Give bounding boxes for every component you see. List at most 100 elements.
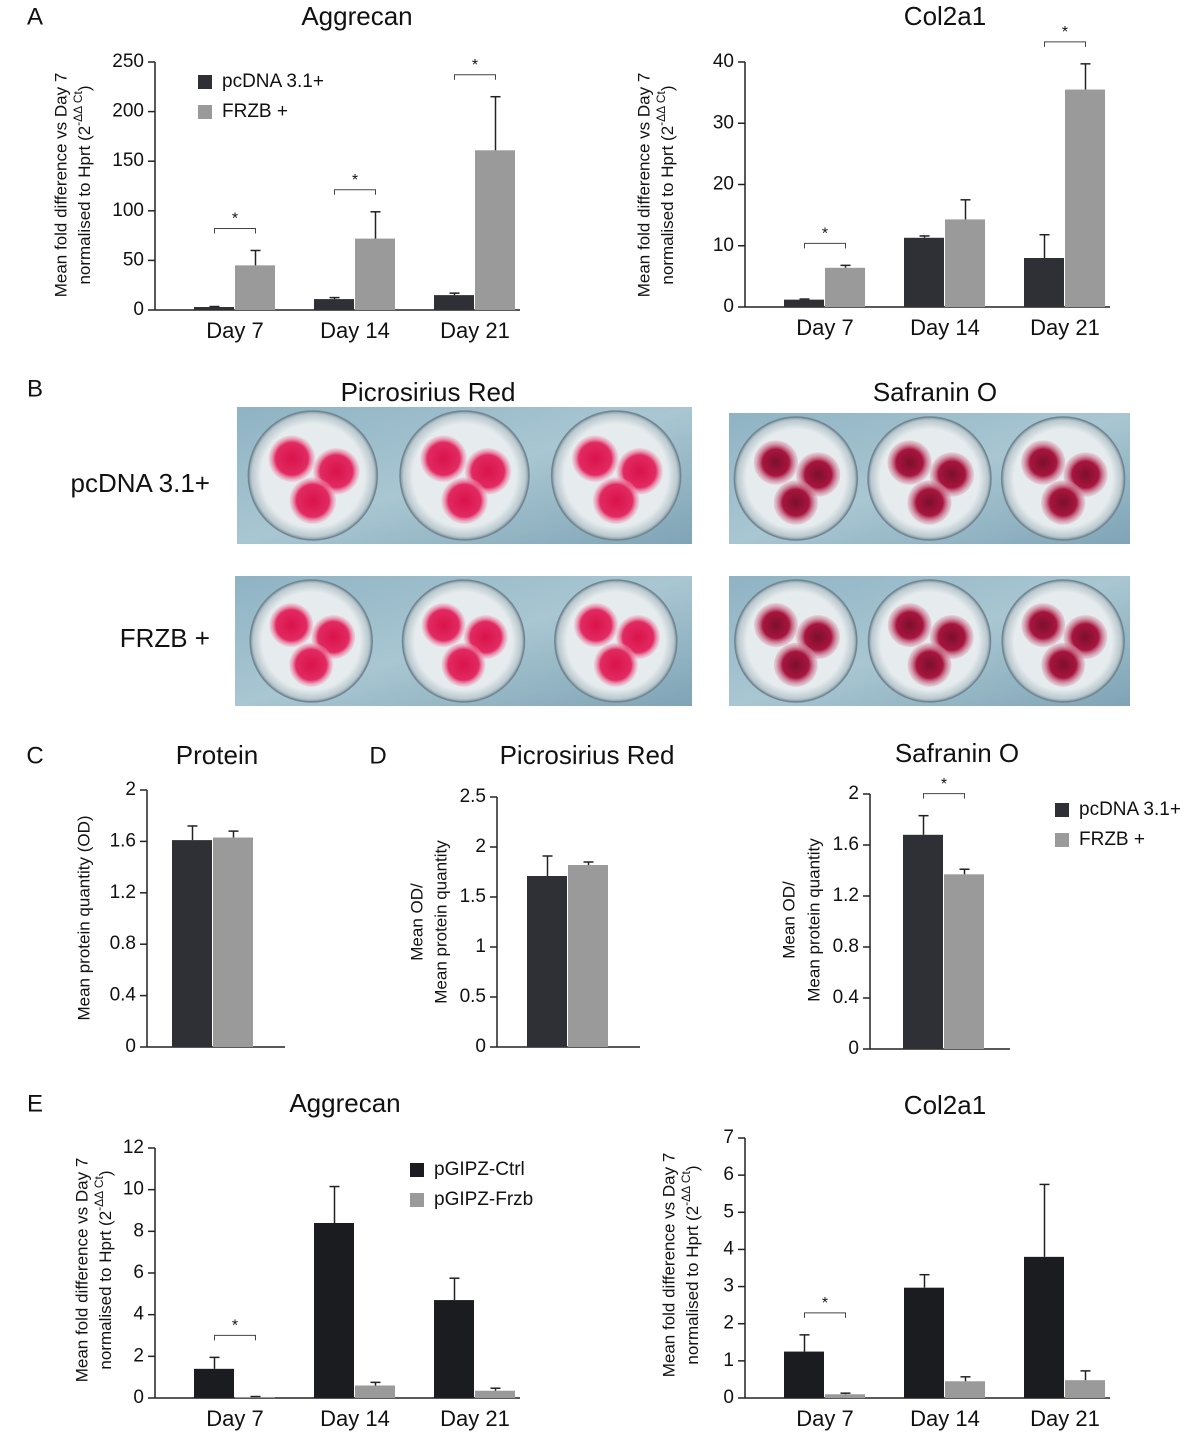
legend-swatch: [410, 1163, 424, 1177]
y-axis-label-part: -ΔΔ Ct: [679, 1170, 693, 1205]
bar: [1065, 89, 1105, 307]
y-tick-label: 40: [713, 51, 734, 72]
y-tick-label: 2: [723, 1313, 734, 1334]
y-axis-label-part: -ΔΔ Ct: [654, 90, 668, 125]
significance-bracket: [454, 74, 496, 80]
legend-label: FRZB +: [222, 101, 288, 122]
significance-bracket: [804, 1312, 846, 1318]
pellet: [1041, 480, 1086, 525]
y-tick-label: 1.2: [833, 885, 859, 906]
x-tick-label: Day 14: [320, 1406, 390, 1431]
y-tick-label: 1.5: [460, 886, 486, 907]
row-label: FRZB +: [120, 623, 210, 653]
y-tick-label: 2.5: [460, 786, 486, 807]
significance-bracket: [214, 1334, 256, 1341]
bar: [475, 150, 515, 310]
legend-swatch: [1055, 833, 1069, 847]
y-tick-label: 100: [112, 200, 144, 221]
significance-label: *: [232, 211, 238, 228]
y-tick-label: 10: [713, 235, 734, 256]
panel-label: A: [27, 3, 43, 30]
y-tick-label: 1: [475, 936, 486, 957]
legend-label: pGIPZ-Frzb: [434, 1189, 533, 1210]
y-tick-label: 8: [133, 1220, 144, 1241]
chart-title: Aggrecan: [289, 1088, 400, 1118]
y-axis-label: Mean OD/: [407, 883, 426, 961]
x-tick-label: Day 7: [796, 1406, 853, 1431]
x-tick-label: Day 21: [440, 1406, 510, 1431]
significance-label: *: [1062, 24, 1068, 41]
y-axis-label-part: -ΔΔ Ct: [92, 1175, 106, 1210]
bar: [1065, 1380, 1105, 1398]
significance-label: *: [822, 226, 828, 243]
chart-title: Col2a1: [904, 1090, 986, 1120]
y-axis-label: normalised to Hprt (2-ΔΔ Ct): [71, 85, 94, 284]
pellet: [592, 477, 640, 524]
y-axis-label-part: normalised to Hprt (2: [683, 1206, 702, 1365]
bar: [172, 840, 212, 1047]
bar: [434, 295, 474, 310]
bar: [314, 1223, 354, 1398]
y-tick-label: 2: [475, 836, 486, 857]
significance-bracket: [214, 227, 256, 234]
y-tick-label: 1: [723, 1350, 734, 1371]
bar: [355, 1385, 395, 1398]
pellet: [1021, 603, 1066, 648]
bar: [235, 1396, 275, 1398]
bar: [945, 1381, 985, 1398]
pellet: [289, 642, 334, 687]
significance-bracket: [1044, 41, 1086, 47]
y-tick-label: 2: [848, 783, 859, 804]
y-tick-label: 20: [713, 174, 734, 195]
pellet: [753, 440, 798, 485]
pellet: [421, 603, 466, 648]
y-axis-label-part: normalised to Hprt (2: [75, 126, 94, 285]
legend-swatch: [1055, 803, 1069, 817]
pellet: [441, 642, 486, 687]
y-tick-label: 6: [133, 1262, 144, 1283]
y-tick-label: 7: [723, 1127, 734, 1148]
bar: [355, 238, 395, 310]
x-tick-label: Day 14: [910, 315, 980, 340]
panel-label: C: [26, 742, 43, 769]
pellet: [773, 642, 818, 687]
legend-label: pcDNA 3.1+: [222, 71, 324, 92]
bar: [784, 299, 824, 307]
x-tick-label: Day 7: [796, 315, 853, 340]
pellet: [1041, 642, 1086, 687]
pellet: [754, 603, 798, 648]
y-tick-label: 5: [723, 1201, 734, 1222]
y-axis-label-part: ): [96, 1170, 115, 1176]
legend-swatch: [198, 105, 212, 119]
pellet: [773, 480, 818, 525]
pellet: [571, 435, 619, 482]
bar: [825, 267, 865, 307]
y-tick-label: 1.6: [833, 834, 859, 855]
y-tick-label: 0.4: [110, 985, 137, 1006]
y-axis-label: normalised to Hprt (2-ΔΔ Ct): [679, 1165, 702, 1364]
legend-label: pcDNA 3.1+: [1079, 799, 1181, 820]
row-label: pcDNA 3.1+: [71, 468, 210, 498]
chart-title: Aggrecan: [301, 1, 412, 31]
bar: [527, 876, 567, 1047]
x-tick-label: Day 21: [1030, 1406, 1100, 1431]
y-tick-label: 0: [475, 1036, 486, 1057]
y-tick-label: 250: [112, 51, 144, 72]
y-tick-label: 6: [723, 1164, 734, 1185]
bar: [568, 865, 608, 1047]
pellet: [268, 435, 316, 482]
y-tick-label: 4: [133, 1304, 144, 1325]
bar: [944, 874, 984, 1049]
legend-swatch: [198, 75, 212, 89]
bar: [434, 1300, 474, 1398]
y-axis-label: Mean fold difference vs Day 7: [659, 1153, 678, 1378]
y-axis-label: Mean protein quantity: [804, 838, 823, 1002]
bar: [1024, 1256, 1064, 1398]
y-axis-label-part: -ΔΔ Ct: [71, 90, 85, 125]
y-tick-label: 30: [713, 112, 734, 133]
bar: [475, 1390, 515, 1398]
pellet: [441, 477, 488, 524]
y-axis-label: Mean fold difference vs Day 7: [634, 73, 653, 298]
pellet: [420, 435, 467, 482]
